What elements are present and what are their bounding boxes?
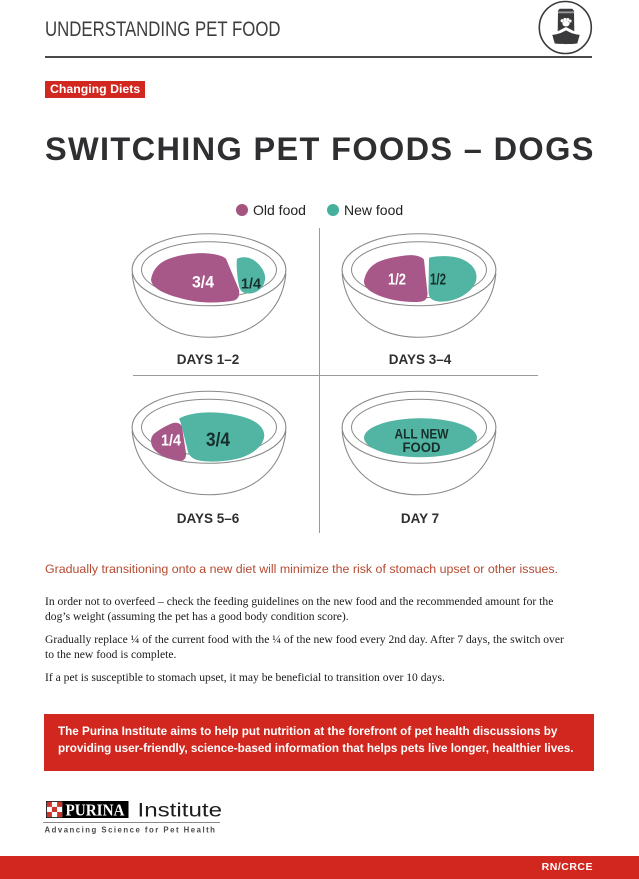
svg-text:PURINA: PURINA: [66, 800, 125, 819]
svg-text:Advancing Science for Pet Heal: Advancing Science for Pet Health: [45, 826, 217, 835]
svg-text:FOOD: FOOD: [403, 440, 441, 455]
svg-text:1/2: 1/2: [430, 271, 446, 288]
svg-text:1/2: 1/2: [388, 271, 406, 288]
svg-text:1/4: 1/4: [161, 432, 181, 449]
svg-text:Institute: Institute: [138, 800, 223, 822]
svg-text:3/4: 3/4: [206, 430, 230, 451]
svg-text:3/4: 3/4: [192, 273, 215, 291]
svg-text:ALL NEW: ALL NEW: [395, 426, 449, 441]
svg-text:1/4: 1/4: [241, 275, 262, 292]
